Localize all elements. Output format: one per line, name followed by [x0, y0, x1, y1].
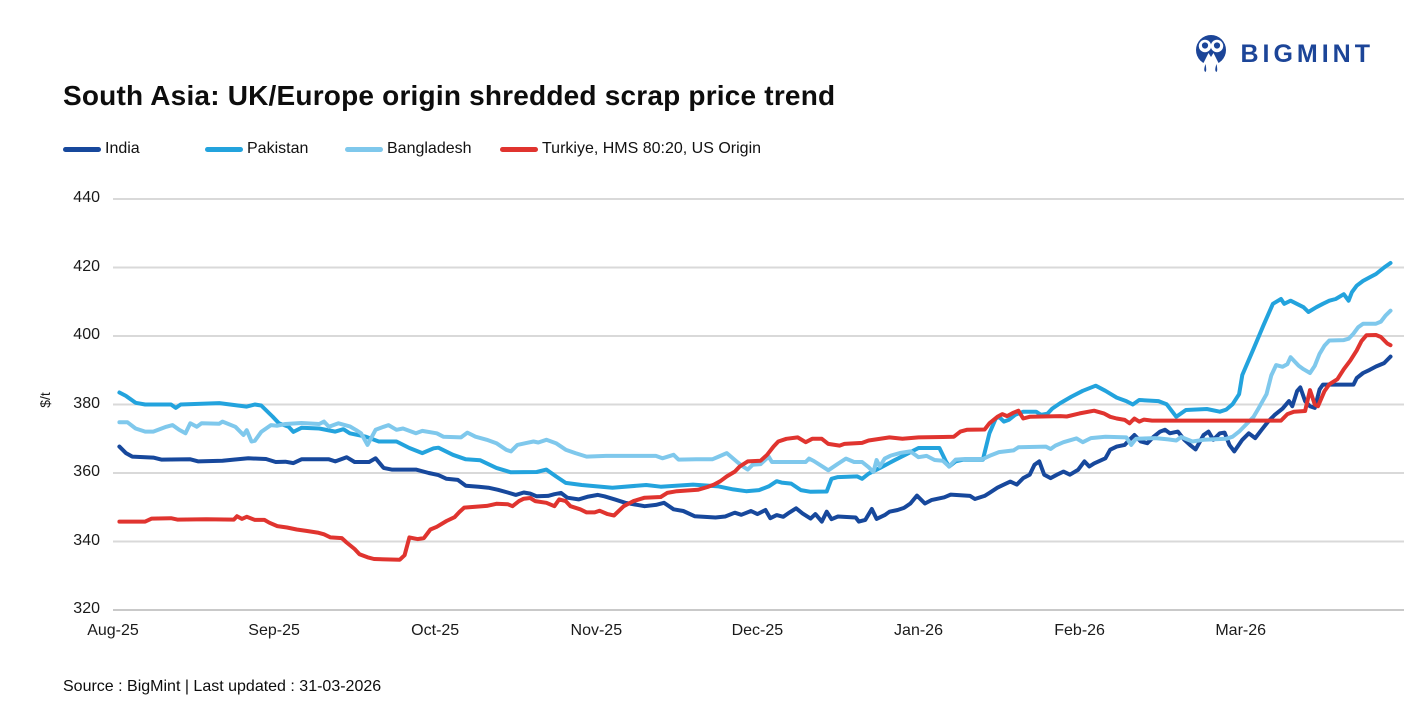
x-tick-jan-26: Jan-26 [894, 622, 943, 639]
legend-item-turkiye: Turkiye, HMS 80:20, US Origin [500, 140, 761, 158]
legend-label-india: India [105, 140, 140, 157]
y-tick-320: 320 [73, 600, 100, 617]
series-line-india [117, 354, 1393, 524]
legend-label-turkiye: Turkiye, HMS 80:20, US Origin [542, 140, 762, 157]
y-axis-title: $/t [37, 392, 53, 408]
legend-item-bangladesh: Bangladesh [345, 140, 500, 158]
x-tick-oct-25: Oct-25 [411, 622, 460, 639]
series-line-bangladesh [117, 308, 1393, 474]
series-line-pakistan [117, 261, 1393, 494]
x-tick-aug-25: Aug-25 [87, 622, 139, 639]
legend-swatch-pakistan [205, 146, 243, 152]
bigmint-logo-icon [1191, 30, 1231, 79]
legend-swatch-bangladesh [345, 146, 383, 152]
x-tick-nov-25: Nov-25 [570, 622, 623, 639]
legend-item-pakistan: Pakistan [205, 140, 345, 158]
series-line-turkiye-hms-80-20-us-origin [117, 333, 1393, 562]
x-tick-mar-26: Mar-26 [1215, 622, 1267, 639]
chart-legend: India Pakistan Bangladesh Turkiye, HMS 8… [63, 140, 761, 158]
y-tick-360: 360 [73, 463, 100, 480]
legend-item-india: India [63, 140, 205, 158]
x-tick-feb-26: Feb-26 [1054, 622, 1105, 639]
y-tick-420: 420 [73, 257, 100, 275]
chart-title: South Asia: UK/Europe origin shredded sc… [63, 80, 836, 111]
y-tick-340: 340 [73, 531, 100, 549]
legend-swatch-turkiye [500, 146, 538, 152]
legend-swatch-india [63, 146, 101, 152]
legend-label-pakistan: Pakistan [247, 140, 309, 157]
x-tick-sep-25: Sep-25 [248, 622, 300, 639]
bigmint-logo: BIGMINT [1191, 30, 1374, 79]
source-note: Source : BigMint | Last updated : 31-03-… [63, 678, 382, 695]
x-tick-dec-25: Dec-25 [731, 622, 784, 639]
legend-label-bangladesh: Bangladesh [387, 140, 472, 157]
bigmint-logo-text: BIGMINT [1240, 40, 1374, 68]
y-tick-400: 400 [73, 326, 100, 343]
y-tick-440: 440 [73, 189, 100, 206]
y-tick-380: 380 [73, 394, 100, 412]
